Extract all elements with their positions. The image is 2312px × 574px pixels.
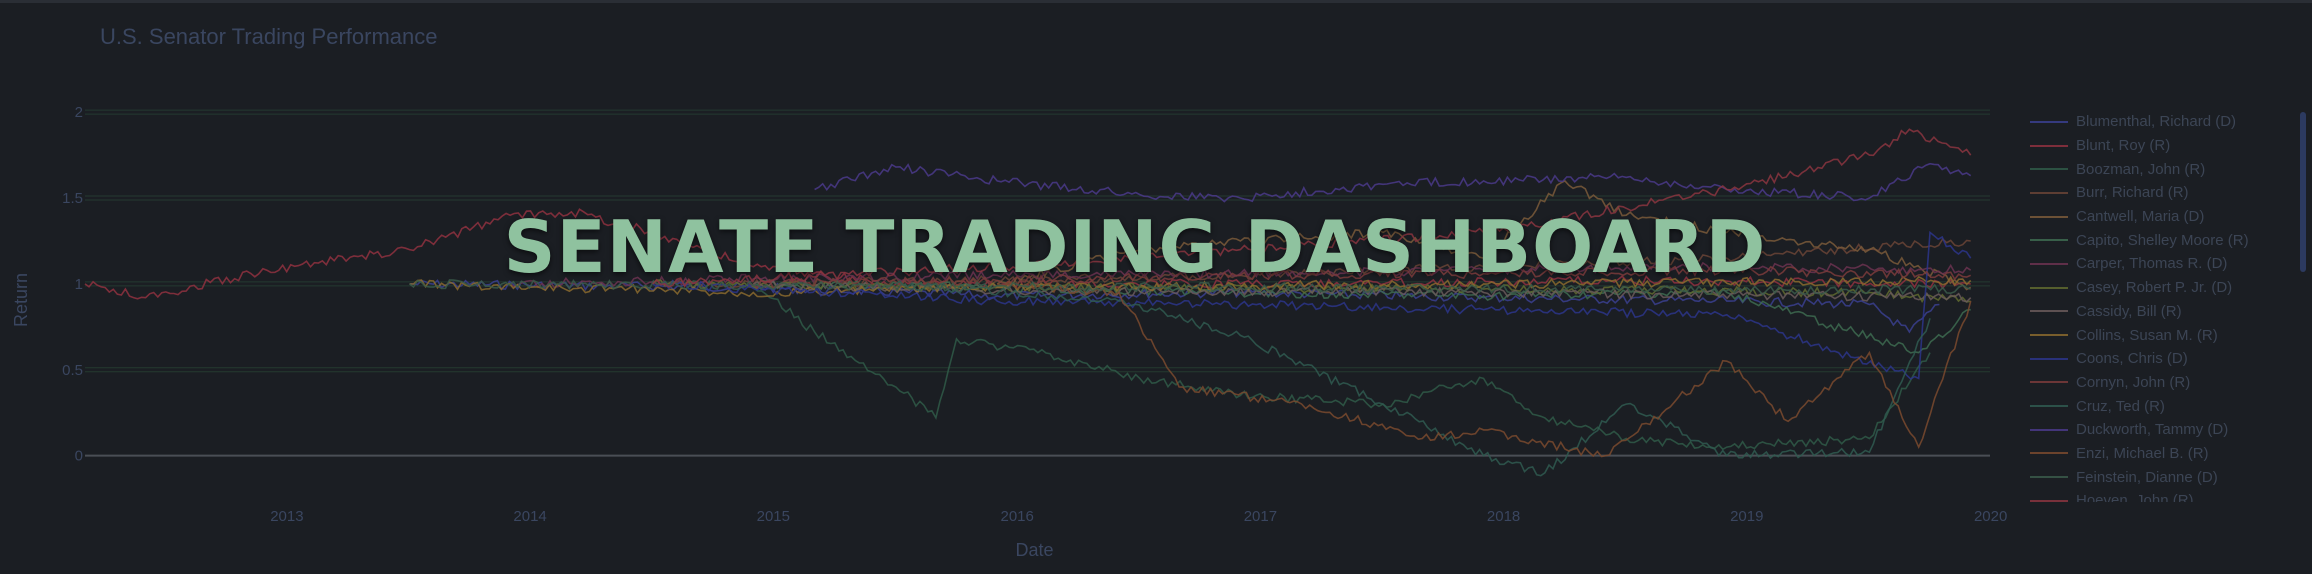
legend-item[interactable]: Burr, Richard (R): [2030, 181, 2300, 205]
legend-item[interactable]: Coons, Chris (D): [2030, 347, 2300, 371]
chart-title: U.S. Senator Trading Performance: [100, 24, 438, 49]
legend-swatch: [2030, 215, 2068, 218]
x-axis-label: Date: [1015, 540, 1053, 560]
legend-item[interactable]: Carper, Thomas R. (D): [2030, 252, 2300, 276]
legend-swatch: [2030, 357, 2068, 360]
series-line: [895, 280, 1931, 477]
legend-item[interactable]: Cruz, Ted (R): [2030, 394, 2300, 418]
x-tick-label: 2018: [1487, 508, 1520, 525]
legend-label: Blunt, Roy (R): [2076, 137, 2171, 155]
legend-swatch: [2030, 144, 2068, 147]
legend-item[interactable]: Hoeven, John (R): [2030, 489, 2300, 502]
legend-item[interactable]: Feinstein, Dianne (D): [2030, 465, 2300, 489]
legend-item[interactable]: Blumenthal, Richard (D): [2030, 110, 2300, 134]
legend-swatch: [2030, 428, 2068, 431]
legend-swatch: [2030, 334, 2068, 337]
x-tick-label: 2015: [757, 508, 790, 525]
legend-label: Capito, Shelley Moore (R): [2076, 231, 2249, 249]
legend-item[interactable]: Casey, Robert P. Jr. (D): [2030, 276, 2300, 300]
series-line: [996, 280, 1972, 458]
legend-label: Duckworth, Tammy (D): [2076, 421, 2229, 439]
top-border: [0, 0, 2312, 3]
legend-swatch: [2030, 405, 2068, 408]
legend-swatch: [2030, 286, 2068, 289]
legend-item[interactable]: Cornyn, John (R): [2030, 371, 2300, 395]
series-line: [814, 162, 1972, 203]
dashboard-title: SENATE TRADING DASHBOARD: [503, 205, 1767, 289]
legend-swatch: [2030, 499, 2068, 502]
series-line: [652, 128, 1972, 288]
x-tick-label: 2017: [1244, 508, 1277, 525]
legend-swatch: [2030, 168, 2068, 171]
x-tick-label: 2020: [1974, 508, 2007, 525]
series-line: [509, 261, 1972, 289]
y-tick-label: 0.5: [62, 362, 83, 379]
legend-label: Enzi, Michael B. (R): [2076, 444, 2209, 462]
legend-item[interactable]: Cassidy, Bill (R): [2030, 300, 2300, 324]
legend-swatch: [2030, 381, 2068, 384]
y-tick-label: 2: [75, 104, 83, 121]
x-tick-label: 2014: [513, 508, 546, 525]
legend-swatch: [2030, 239, 2068, 242]
legend-label: Hoeven, John (R): [2076, 492, 2194, 502]
series-line: [752, 264, 1972, 290]
y-tick-label: 1.5: [62, 190, 83, 207]
legend-scrollbar[interactable]: [2300, 112, 2306, 272]
legend-label: Cassidy, Bill (R): [2076, 302, 2182, 320]
legend-label: Collins, Susan M. (R): [2076, 326, 2218, 344]
legend-label: Cornyn, John (R): [2076, 373, 2191, 391]
x-tick-label: 2013: [270, 508, 303, 525]
legend-item[interactable]: Boozman, John (R): [2030, 157, 2300, 181]
legend-item[interactable]: Enzi, Michael B. (R): [2030, 442, 2300, 466]
legend-swatch: [2030, 476, 2068, 479]
legend-swatch: [2030, 310, 2068, 313]
legend-item[interactable]: Duckworth, Tammy (D): [2030, 418, 2300, 442]
legend-item[interactable]: Blunt, Roy (R): [2030, 134, 2300, 158]
x-tick-label: 2019: [1730, 508, 1763, 525]
series-line: [652, 230, 1972, 380]
legend-swatch: [2030, 262, 2068, 265]
legend-item[interactable]: Collins, Susan M. (R): [2030, 323, 2300, 347]
legend[interactable]: Blumenthal, Richard (D) Blunt, Roy (R) Boo…: [2030, 110, 2300, 502]
legend-label: Casey, Robert P. Jr. (D): [2076, 279, 2233, 297]
x-tick-label: 2016: [1000, 508, 1033, 525]
y-tick-label: 0: [75, 448, 83, 465]
y-axis-label: Return: [11, 273, 31, 327]
legend-swatch: [2030, 452, 2068, 455]
legend-swatch: [2030, 191, 2068, 194]
y-tick-label: 1: [75, 276, 83, 293]
legend-label: Boozman, John (R): [2076, 160, 2206, 178]
legend-item[interactable]: Capito, Shelley Moore (R): [2030, 228, 2300, 252]
legend-label: Carper, Thomas R. (D): [2076, 255, 2228, 273]
legend-label: Cruz, Ted (R): [2076, 397, 2165, 415]
legend-item[interactable]: Cantwell, Maria (D): [2030, 205, 2300, 229]
series-line: [996, 179, 1972, 291]
legend-label: Feinstein, Dianne (D): [2076, 468, 2218, 486]
legend-label: Cantwell, Maria (D): [2076, 208, 2205, 226]
legend-label: Burr, Richard (R): [2076, 184, 2189, 202]
legend-label: Blumenthal, Richard (D): [2076, 113, 2237, 131]
legend-swatch: [2030, 120, 2068, 123]
legend-label: Coons, Chris (D): [2076, 350, 2188, 368]
series-line: [752, 283, 1931, 451]
series-line: [84, 208, 1971, 300]
